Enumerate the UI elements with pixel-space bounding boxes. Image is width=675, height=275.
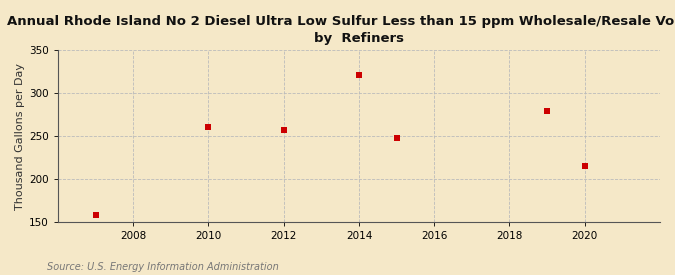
Point	[278, 128, 289, 132]
Text: Source: U.S. Energy Information Administration: Source: U.S. Energy Information Administ…	[47, 262, 279, 272]
Point	[90, 213, 101, 217]
Point	[392, 136, 402, 140]
Point	[203, 125, 214, 130]
Y-axis label: Thousand Gallons per Day: Thousand Gallons per Day	[15, 62, 25, 210]
Point	[542, 109, 553, 113]
Title: Annual Rhode Island No 2 Diesel Ultra Low Sulfur Less than 15 ppm Wholesale/Resa: Annual Rhode Island No 2 Diesel Ultra Lo…	[7, 15, 675, 45]
Point	[354, 73, 364, 77]
Point	[579, 164, 590, 168]
